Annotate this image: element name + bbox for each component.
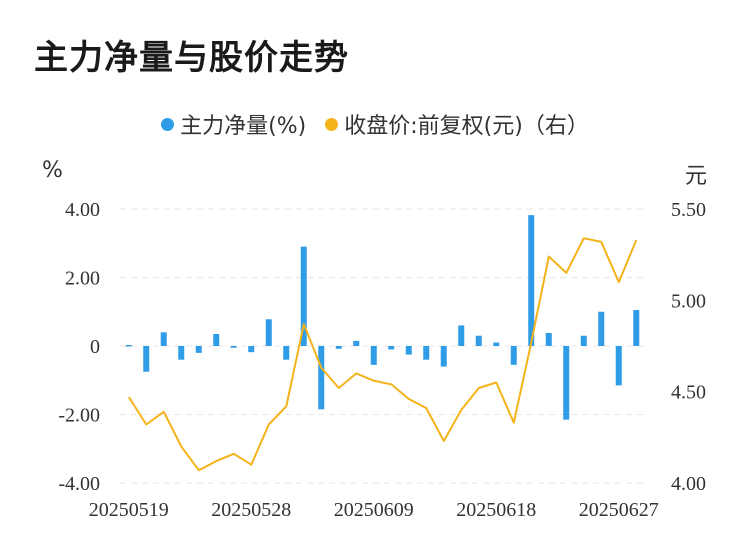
net-volume-bar <box>178 346 185 360</box>
net-volume-bar <box>318 346 325 410</box>
legend-marker-net-volume <box>161 118 175 131</box>
legend-label-net-volume: 主力净量(%) <box>180 114 307 139</box>
net-volume-bar <box>545 332 552 346</box>
legend-item-net-volume[interactable]: 主力净量(%) <box>161 108 306 140</box>
net-volume-bar <box>388 346 395 350</box>
net-volume-bar <box>160 332 167 346</box>
x-tick-label: 20250528 <box>211 499 291 521</box>
left-tick-label: 4.00 <box>65 199 100 221</box>
left-tick-label: 0 <box>90 336 100 358</box>
x-tick-label: 20250519 <box>89 499 169 521</box>
net-volume-bar <box>510 346 517 365</box>
legend: 主力净量(%) 收盘价:前复权(元)（右） <box>0 108 750 140</box>
net-volume-bar <box>528 215 535 346</box>
x-tick-label: 20250618 <box>456 499 536 521</box>
net-volume-bar <box>213 334 220 346</box>
right-tick-label: 5.50 <box>671 199 706 221</box>
left-axis-unit: % <box>42 158 63 183</box>
right-tick-label: 5.00 <box>671 290 706 312</box>
close-price-line <box>127 237 638 472</box>
legend-item-close-price[interactable]: 收盘价:前复权(元)（右） <box>325 108 589 140</box>
chart-title: 主力净量与股价走势 <box>34 38 349 78</box>
left-tick-label: -4.00 <box>58 473 100 495</box>
net-volume-bar <box>353 340 360 346</box>
net-volume-bar <box>230 346 237 348</box>
right-tick-label: 4.00 <box>671 473 706 495</box>
net-volume-bar <box>248 346 255 353</box>
net-volume-bar <box>143 346 150 372</box>
net-volume-bar <box>335 346 342 349</box>
legend-marker-close-price <box>325 118 339 131</box>
net-volume-bar <box>633 310 640 346</box>
net-volume-bar <box>598 311 605 346</box>
net-volume-bar <box>370 346 377 365</box>
net-volume-bar <box>405 346 412 355</box>
net-volume-bar <box>440 346 447 367</box>
net-volume-bar <box>458 325 465 346</box>
net-volume-bar <box>125 344 132 347</box>
net-volume-bar <box>195 346 202 353</box>
x-tick-label: 20250609 <box>334 499 414 521</box>
net-volume-bar <box>493 342 500 346</box>
x-tick-label: 20250627 <box>579 499 659 521</box>
net-volume-bar <box>475 335 482 346</box>
right-axis-unit: 元 <box>685 164 708 189</box>
net-volume-bar <box>300 246 307 346</box>
net-volume-bar <box>563 346 570 420</box>
legend-label-close-price: 收盘价:前复权(元)（右） <box>344 114 589 139</box>
left-tick-label: 2.00 <box>65 268 100 290</box>
net-volume-bar <box>423 346 430 360</box>
net-volume-bar <box>615 346 622 386</box>
right-tick-label: 4.50 <box>671 382 706 404</box>
net-volume-bar <box>283 346 290 360</box>
left-tick-label: -2.00 <box>58 405 100 427</box>
net-volume-bar <box>580 335 587 346</box>
net-volume-bar <box>265 319 272 346</box>
